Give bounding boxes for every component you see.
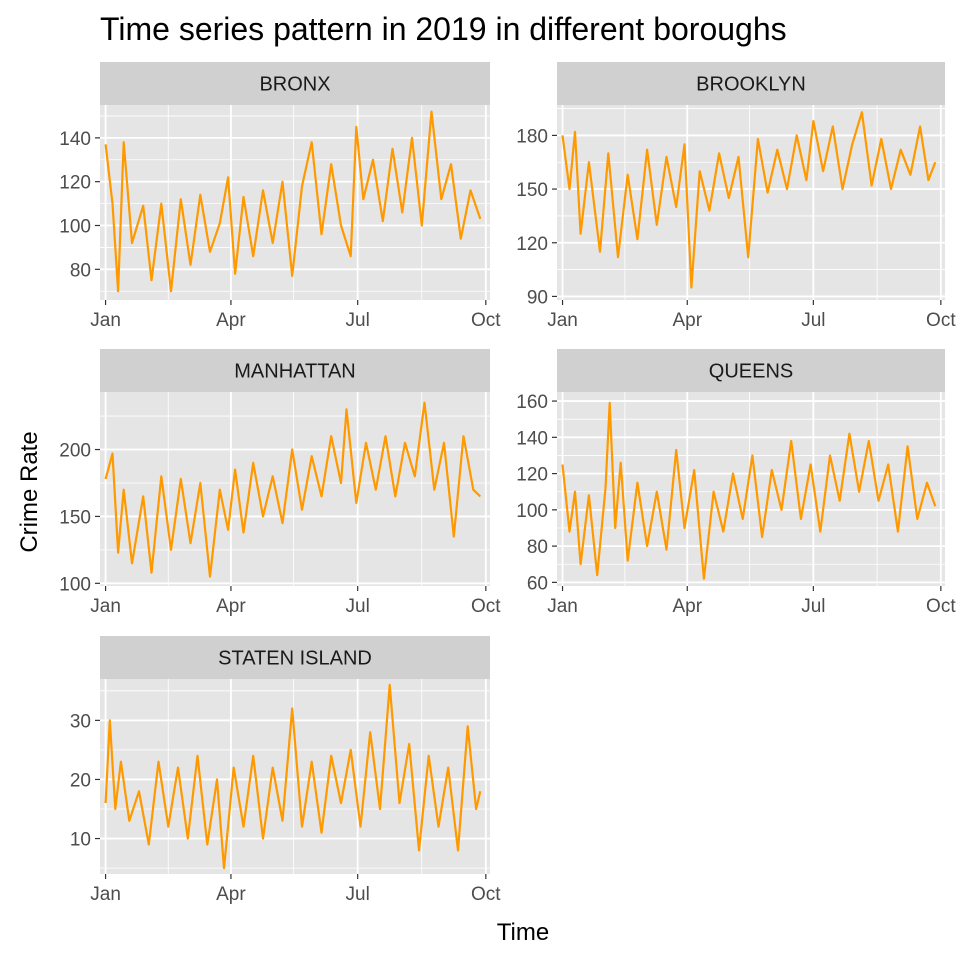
series-line [104, 683, 482, 870]
panels: BRONX 80 100 120 140 Jan Apr Jul Oct BROOKLYN 90 12… [59, 62, 956, 905]
series-line [561, 111, 937, 289]
series-line [561, 401, 937, 580]
x-tick-label: Oct [471, 310, 501, 331]
x-tick-label: Oct [471, 596, 501, 617]
y-tick-label: 90 [527, 287, 548, 308]
strip-background [100, 636, 490, 679]
chart-title: Time series pattern in 2019 in different… [100, 11, 787, 47]
strip-background [557, 349, 945, 392]
strip-background [100, 62, 490, 105]
x-tick-label: Jul [801, 310, 825, 331]
plot-background [100, 679, 490, 874]
y-tick-label: 100 [59, 574, 91, 595]
x-tick-label: Apr [672, 310, 702, 331]
y-tick-label: 30 [70, 711, 91, 732]
y-tick-label: 80 [527, 537, 548, 558]
plot-background [100, 105, 490, 300]
x-tick-label: Jul [346, 310, 370, 331]
plot-background [557, 392, 945, 586]
y-tick-label: 140 [59, 129, 91, 150]
strip-label: QUEENS [709, 361, 793, 383]
y-tick-label: 120 [516, 234, 548, 255]
x-tick-label: Apr [216, 596, 246, 617]
x-tick-label: Oct [471, 884, 501, 905]
strip-label: BROOKLYN [696, 74, 806, 96]
y-tick-label: 80 [70, 260, 91, 281]
x-tick-label: Jan [547, 596, 578, 617]
x-tick-label: Jul [801, 596, 825, 617]
panel-bronx: BRONX 80 100 120 140 Jan Apr Jul Oct [59, 62, 501, 331]
y-tick-label: 10 [70, 830, 91, 851]
y-tick-label: 150 [59, 507, 91, 528]
y-tick-label: 200 [59, 441, 91, 462]
panel-staten-island: STATEN ISLAND 10 20 30 Jan Apr Jul Oct [70, 636, 501, 905]
x-tick-label: Oct [926, 310, 956, 331]
y-tick-label: 60 [527, 573, 548, 594]
x-tick-label: Apr [672, 596, 702, 617]
strip-background [100, 349, 490, 392]
panel-queens: QUEENS 60 80 100 120 140 160 Jan Apr Jul Oct [516, 349, 956, 617]
y-tick-label: 100 [59, 217, 91, 238]
y-tick-label: 150 [516, 180, 548, 201]
x-tick-label: Jan [547, 310, 578, 331]
y-tick-label: 20 [70, 770, 91, 791]
x-tick-label: Jan [90, 310, 121, 331]
y-tick-label: 160 [516, 392, 548, 413]
strip-background [557, 62, 945, 105]
y-axis-title: Crime Rate [16, 431, 43, 552]
y-tick-label: 120 [516, 465, 548, 486]
y-tick-label: 100 [516, 501, 548, 522]
y-tick-label: 180 [516, 126, 548, 147]
plot-background [557, 105, 945, 300]
y-tick-label: 140 [516, 428, 548, 449]
series-line [104, 401, 482, 578]
panel-brooklyn: BROOKLYN 90 120 150 180 Jan Apr Jul Oct [516, 62, 956, 331]
x-tick-label: Jan [90, 596, 121, 617]
strip-label: MANHATTAN [234, 361, 355, 383]
strip-label: STATEN ISLAND [218, 648, 372, 670]
x-tick-label: Jul [346, 884, 370, 905]
panel-manhattan: MANHATTAN 100 150 200 Jan Apr Jul Oct [59, 349, 501, 617]
x-tick-label: Jul [346, 596, 370, 617]
x-tick-label: Apr [216, 884, 246, 905]
y-tick-label: 120 [59, 173, 91, 194]
x-axis-title: Time [497, 919, 549, 946]
series-line [104, 110, 482, 293]
x-tick-label: Oct [926, 596, 956, 617]
x-tick-label: Jan [90, 884, 121, 905]
strip-label: BRONX [259, 74, 330, 96]
plot-background [100, 392, 490, 586]
x-tick-label: Apr [216, 310, 246, 331]
